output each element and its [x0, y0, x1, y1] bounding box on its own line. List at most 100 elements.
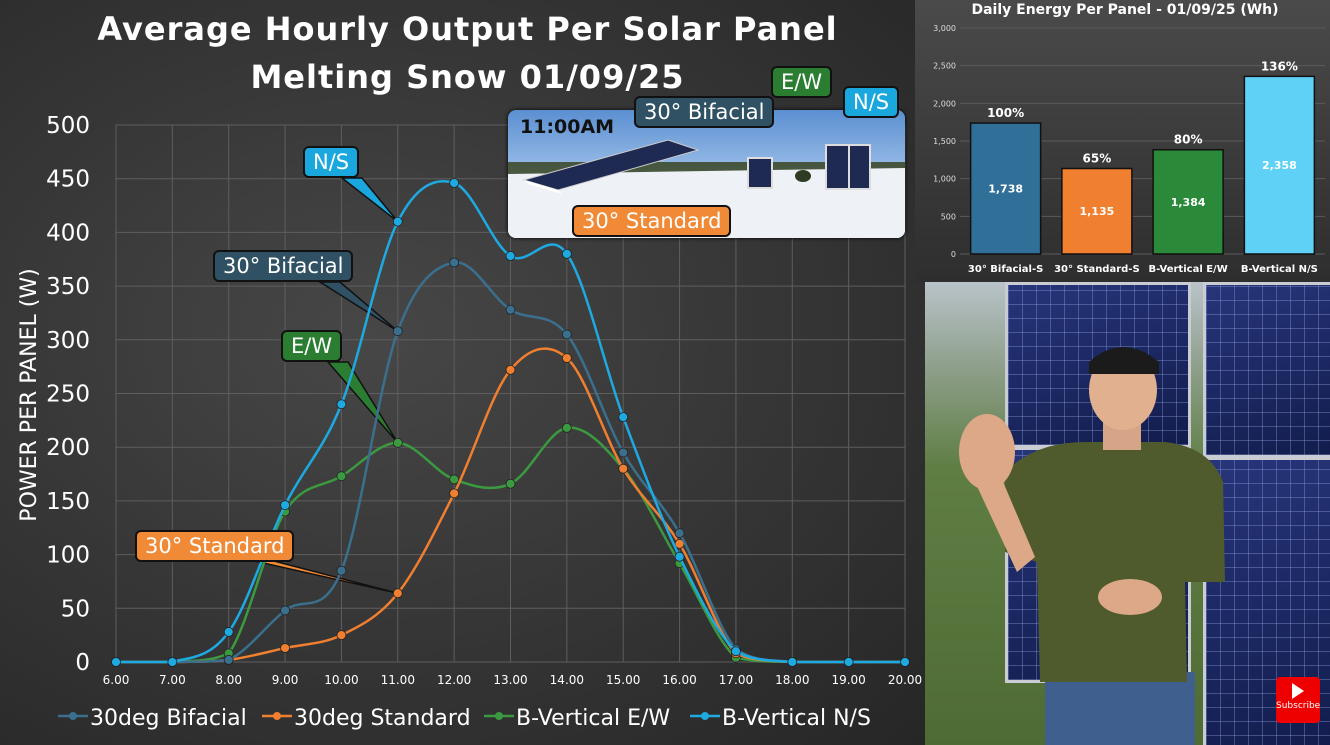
- y-tick-label: 500: [46, 113, 90, 139]
- subscribe-button[interactable]: Subscribe: [1276, 677, 1320, 723]
- bar-chart-panel: Daily Energy Per Panel - 01/09/25 (Wh) 0…: [915, 0, 1330, 282]
- data-point: [505, 251, 516, 261]
- x-tick-label: 6.00: [103, 673, 130, 687]
- x-tick-label: 9.00: [272, 673, 299, 687]
- presenter-video: Subscribe: [925, 282, 1330, 745]
- bar-value-label: 1,384: [1171, 196, 1206, 209]
- data-point: [505, 304, 516, 315]
- data-point: [449, 257, 460, 268]
- bar: [1152, 148, 1224, 255]
- x-tick-label: 19.00: [831, 673, 865, 687]
- data-point: [561, 353, 572, 363]
- callout-bifacial: 30° Bifacial: [213, 250, 354, 282]
- data-point: [392, 438, 403, 448]
- data-point: [731, 646, 741, 657]
- data-point: [561, 329, 572, 340]
- legend-marker: [69, 712, 77, 720]
- data-point: [336, 471, 347, 482]
- data-point: [674, 551, 685, 562]
- y-tick-label: 250: [46, 382, 90, 408]
- data-point: [392, 588, 403, 599]
- series-line: [116, 261, 905, 664]
- data-point: [618, 463, 629, 474]
- bar-percent-label: 100%: [987, 106, 1024, 120]
- bar-y-tick: 2,000: [933, 99, 956, 108]
- photo-callout-ew: E/W: [771, 66, 833, 98]
- y-tick-label: 0: [75, 650, 90, 676]
- bar-y-tick: 0: [951, 250, 956, 259]
- data-point: [787, 657, 798, 667]
- bar-y-tick: 1,500: [933, 137, 956, 146]
- bar-y-tick: 3,000: [933, 24, 956, 33]
- x-tick-label: 14.00: [550, 673, 584, 687]
- y-tick-label: 400: [46, 220, 90, 246]
- x-tick-label: 8.00: [215, 673, 242, 687]
- bar: [1243, 75, 1316, 255]
- x-tick-label: 16.00: [662, 673, 696, 687]
- callout-ns: N/S: [303, 146, 360, 178]
- chart-title-line1: Average Hourly Output Per Solar Panel: [97, 10, 838, 48]
- bar-chart: Daily Energy Per Panel - 01/09/25 (Wh) 0…: [933, 2, 1325, 275]
- data-point: [900, 657, 910, 667]
- legend-marker: [701, 712, 709, 720]
- solar-panel-right-top: [1203, 282, 1330, 458]
- x-tick-label: 17.00: [719, 673, 753, 687]
- y-tick-label: 300: [46, 328, 90, 354]
- data-point: [561, 422, 572, 433]
- callout-pointer: [339, 177, 399, 223]
- data-point: [674, 528, 685, 539]
- data-point: [336, 399, 347, 410]
- legend-marker: [273, 712, 281, 720]
- data-point: [561, 248, 572, 259]
- bar-value-label: 2,358: [1262, 159, 1297, 172]
- bar-category-label: 30° Bifacial-S: [968, 264, 1043, 275]
- y-tick-label: 350: [46, 274, 90, 300]
- x-tick-label: 15.00: [606, 673, 640, 687]
- bar-value-label: 1,135: [1079, 205, 1114, 218]
- bar-chart-title: Daily Energy Per Panel - 01/09/25 (Wh): [971, 2, 1278, 18]
- data-point: [336, 565, 347, 576]
- data-point: [223, 627, 234, 637]
- callout-pointer: [317, 281, 399, 332]
- y-tick-label: 450: [46, 167, 90, 193]
- x-tick-label: 11.00: [381, 673, 415, 687]
- data-point: [167, 657, 178, 667]
- data-point: [449, 178, 460, 188]
- bar-percent-label: 136%: [1261, 59, 1298, 73]
- data-point: [505, 364, 516, 375]
- callout-pointer: [249, 559, 398, 594]
- data-point: [505, 478, 516, 489]
- y-tick-label: 200: [46, 435, 90, 461]
- legend-label: B-Vertical E/W: [516, 706, 670, 731]
- x-tick-label: 10.00: [324, 673, 358, 687]
- photo-callout-ns: N/S: [843, 86, 900, 118]
- subscribe-label: Subscribe: [1276, 701, 1321, 711]
- y-axis-label: POWER PER PANEL (W): [17, 268, 42, 521]
- callout-standard: 30° Standard: [135, 530, 295, 562]
- photo-time-label: 11:00AM: [520, 116, 615, 138]
- bar-category-label: 30° Standard-S: [1054, 264, 1140, 275]
- x-tick-label: 18.00: [775, 673, 809, 687]
- x-tick-label: 7.00: [159, 673, 186, 687]
- x-tick-label: 12.00: [437, 673, 471, 687]
- bar-y-tick: 2,500: [933, 62, 956, 71]
- data-point: [449, 474, 460, 485]
- y-tick-label: 50: [61, 596, 90, 622]
- photo-callout-standard: 30° Standard: [572, 205, 732, 237]
- legend-label: B-Vertical N/S: [722, 706, 871, 731]
- data-point: [223, 654, 234, 665]
- line-chart: 0 50 100 150 200 250 300 350 400 450 500 6.00 7.00 8.…: [17, 113, 922, 731]
- data-point: [392, 326, 403, 337]
- callout-pointer: [326, 361, 399, 444]
- bar: [1061, 167, 1133, 255]
- bar-percent-label: 65%: [1083, 151, 1112, 165]
- x-tick-label: 13.00: [493, 673, 527, 687]
- chart-title-line2: Melting Snow 01/09/25: [250, 58, 685, 96]
- legend-marker: [495, 712, 503, 720]
- data-point: [336, 630, 347, 641]
- data-point: [843, 657, 854, 667]
- bar-category-label: B-Vertical E/W: [1148, 264, 1227, 275]
- legend-label: 30deg Standard: [294, 706, 471, 731]
- callout-ew: E/W: [281, 330, 343, 362]
- data-point: [618, 412, 629, 423]
